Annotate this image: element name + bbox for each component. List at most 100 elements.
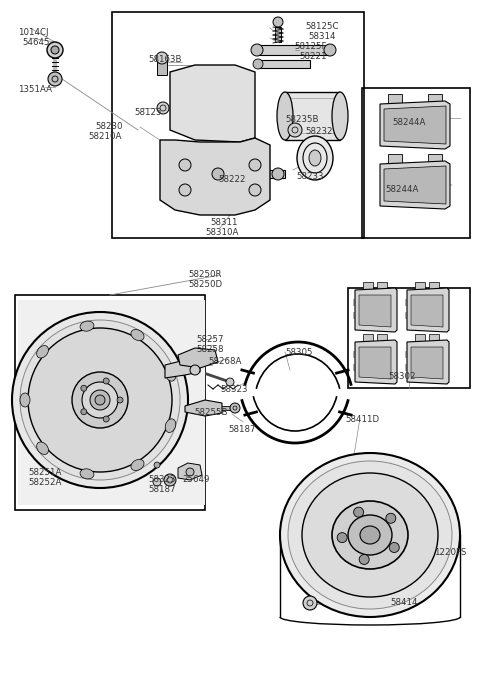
Polygon shape [363,334,373,342]
Polygon shape [428,94,442,104]
Text: 58210A: 58210A [88,132,121,141]
Text: 58257: 58257 [196,335,224,344]
Polygon shape [355,288,397,332]
Text: 58258: 58258 [196,345,224,354]
Text: 54645: 54645 [22,38,49,47]
Polygon shape [355,340,397,384]
Text: 58411D: 58411D [345,415,379,424]
Text: 1220FS: 1220FS [434,548,467,557]
Text: 58268A: 58268A [208,357,241,366]
Polygon shape [380,193,388,201]
Circle shape [354,507,364,517]
Polygon shape [185,400,222,416]
Text: 58232: 58232 [305,127,333,136]
Polygon shape [152,339,162,347]
Ellipse shape [80,321,94,331]
Polygon shape [258,60,310,68]
Circle shape [103,416,109,422]
Text: 58250D: 58250D [188,280,222,289]
Polygon shape [411,295,443,327]
Text: 58414: 58414 [390,598,418,607]
Text: 58233: 58233 [296,172,324,181]
Polygon shape [407,288,449,332]
Text: 1351AA: 1351AA [18,85,52,94]
Polygon shape [411,347,443,379]
Polygon shape [380,121,388,129]
Circle shape [253,59,263,69]
Polygon shape [257,45,330,55]
Circle shape [72,372,128,428]
Polygon shape [285,92,340,140]
Ellipse shape [288,461,452,609]
Ellipse shape [348,515,392,555]
Polygon shape [353,364,359,370]
Text: 58310A: 58310A [205,228,239,237]
Polygon shape [165,360,200,378]
Text: 58235B: 58235B [285,115,319,124]
Text: 58323: 58323 [220,385,248,394]
Circle shape [389,542,399,552]
Polygon shape [175,396,185,404]
Circle shape [12,312,188,488]
Circle shape [230,403,240,413]
Polygon shape [380,101,450,149]
Circle shape [386,513,396,523]
Polygon shape [18,300,205,505]
Polygon shape [218,170,285,178]
Circle shape [48,72,62,86]
Polygon shape [157,60,167,75]
Ellipse shape [297,136,333,180]
Circle shape [186,468,194,476]
Ellipse shape [277,92,293,140]
Circle shape [117,397,123,403]
Circle shape [288,123,302,137]
Polygon shape [359,295,391,327]
Polygon shape [170,65,255,142]
Polygon shape [275,27,281,42]
Circle shape [153,478,161,486]
Text: 58314: 58314 [308,32,336,41]
Circle shape [103,378,109,384]
Circle shape [81,409,87,415]
Polygon shape [415,282,425,290]
Text: 25649: 25649 [182,475,209,484]
Circle shape [359,554,369,565]
Polygon shape [353,299,359,305]
Text: 58230: 58230 [95,122,122,131]
Polygon shape [380,181,388,189]
Circle shape [324,44,336,56]
Polygon shape [363,282,373,290]
Text: 58222: 58222 [218,175,245,184]
Text: 58125F: 58125F [294,42,326,51]
Circle shape [212,168,224,180]
Polygon shape [384,106,446,144]
Polygon shape [160,138,270,215]
Circle shape [47,42,63,58]
Text: 58244A: 58244A [392,118,425,127]
Ellipse shape [131,460,144,471]
Polygon shape [95,316,105,324]
Polygon shape [38,339,48,347]
Circle shape [272,168,284,180]
Text: 58255B: 58255B [194,408,228,417]
Circle shape [337,533,347,542]
Circle shape [273,17,283,27]
Polygon shape [428,154,442,164]
Polygon shape [155,468,160,480]
Ellipse shape [36,345,48,358]
Circle shape [249,184,261,196]
Text: 58125C: 58125C [305,22,338,31]
Circle shape [226,378,234,386]
Circle shape [251,44,263,56]
Ellipse shape [280,453,460,617]
Polygon shape [388,154,402,164]
Ellipse shape [302,473,438,597]
Text: 58323: 58323 [148,475,176,484]
Text: 58244A: 58244A [385,185,419,194]
Ellipse shape [360,526,380,544]
Text: 58187: 58187 [228,425,255,434]
Polygon shape [415,334,425,342]
Circle shape [28,328,172,472]
Polygon shape [405,351,411,357]
Circle shape [156,52,168,64]
